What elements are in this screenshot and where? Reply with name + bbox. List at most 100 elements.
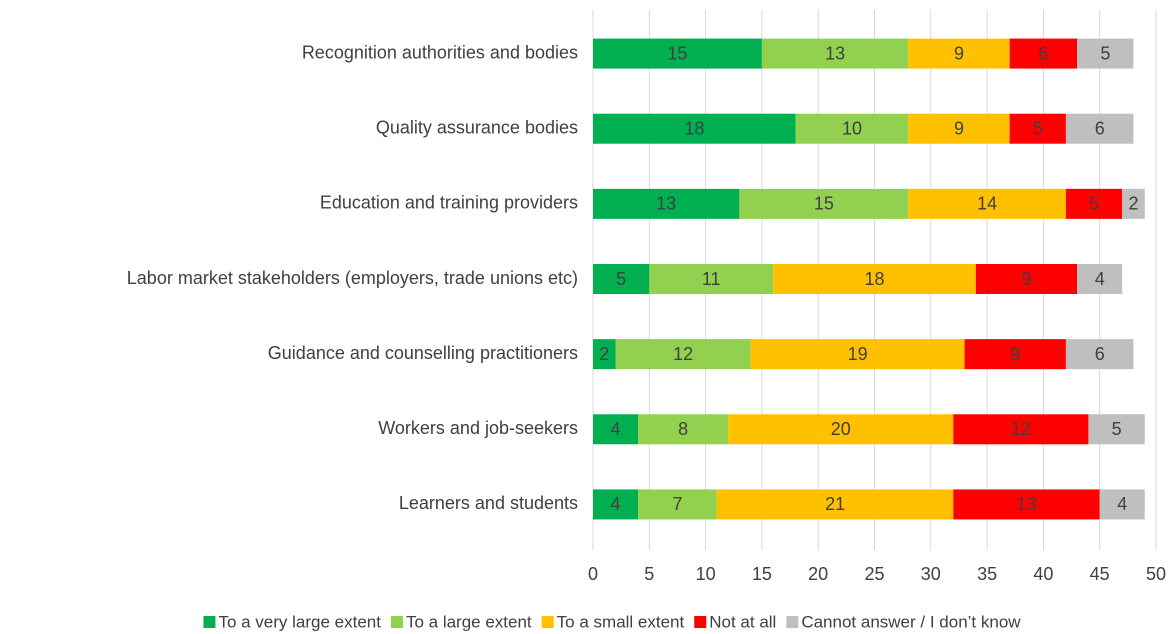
- data-label: 10: [842, 118, 862, 138]
- legend-label: To a small extent: [557, 612, 685, 631]
- legend-swatch: [390, 616, 403, 628]
- x-tick-label: 50: [1146, 564, 1166, 584]
- legend-label: Cannot answer / I don’t know: [801, 612, 1021, 631]
- data-label: 5: [1033, 118, 1043, 138]
- bar-segment: [1065, 113, 1134, 144]
- bar-segment: [1065, 188, 1123, 219]
- bar-segment: [953, 414, 1089, 445]
- bar-segment: [750, 339, 965, 370]
- data-label: 7: [672, 494, 682, 514]
- data-label: 9: [954, 118, 964, 138]
- bar-segment: [716, 489, 954, 520]
- data-label: 5: [1112, 419, 1122, 439]
- x-tick-label: 15: [752, 564, 772, 584]
- data-label: 9: [1022, 269, 1032, 289]
- bar-segment: [1009, 113, 1066, 144]
- data-label: 12: [673, 344, 693, 364]
- x-tick-label: 20: [808, 564, 828, 584]
- y-tick-label: Quality assurance bodies: [376, 117, 578, 137]
- bar-segment: [773, 264, 976, 294]
- data-label: 14: [977, 194, 997, 214]
- data-label: 15: [814, 194, 834, 214]
- legend-label: Not at all: [709, 612, 776, 631]
- x-tick-label: 25: [864, 564, 884, 584]
- y-tick-label: Recognition authorities and bodies: [302, 42, 578, 62]
- data-label: 20: [831, 419, 851, 439]
- data-label: 9: [954, 43, 964, 63]
- bar-segment: [739, 188, 909, 219]
- data-label: 13: [656, 194, 676, 214]
- y-tick-label: Workers and job-seekers: [378, 418, 578, 438]
- data-label: 6: [1095, 118, 1105, 138]
- bar-segment: [1099, 489, 1145, 520]
- data-label: 6: [1038, 43, 1048, 63]
- bar-segment: [593, 414, 639, 445]
- data-label: 11: [702, 269, 721, 289]
- data-label: 18: [864, 269, 884, 289]
- x-tick-label: 0: [588, 564, 598, 584]
- bar-segment: [593, 113, 796, 144]
- data-label: 4: [1117, 494, 1127, 514]
- bar-segment: [593, 188, 740, 219]
- y-tick-label: Learners and students: [399, 493, 578, 513]
- bar-segment: [908, 188, 1066, 219]
- data-label: 8: [678, 419, 688, 439]
- bar-segment: [1088, 414, 1145, 445]
- bar-segment: [1122, 188, 1145, 219]
- bar-segment: [593, 264, 650, 294]
- bar-segment: [908, 38, 1010, 69]
- x-tick-label: 5: [644, 564, 654, 584]
- data-label: 4: [1095, 269, 1105, 289]
- bar-segment: [908, 113, 1010, 144]
- y-tick-label: Guidance and counselling practitioners: [268, 343, 578, 363]
- bar-segment: [593, 339, 616, 370]
- bar-segment: [638, 414, 729, 445]
- bar-segment: [795, 113, 909, 144]
- x-tick-label: 35: [977, 564, 997, 584]
- legend: To a very large extent To a large extent T…: [203, 612, 1021, 631]
- data-label: 2: [599, 344, 609, 364]
- x-tick-label: 10: [696, 564, 716, 584]
- bar-segment: [593, 38, 762, 69]
- bar-segment: [638, 489, 717, 520]
- bar-segment: [964, 339, 1066, 370]
- x-tick-label: 45: [1090, 564, 1110, 584]
- y-tick-label: Labor market stakeholders (employers, tr…: [127, 268, 578, 288]
- y-tick-label: Education and training providers: [320, 193, 578, 213]
- data-label: 9: [1010, 344, 1020, 364]
- legend-label: To a very large extent: [218, 612, 381, 631]
- bar-segment: [1077, 38, 1134, 69]
- legend-swatch: [786, 616, 799, 628]
- legend-swatch: [541, 616, 554, 628]
- data-label: 4: [611, 419, 621, 439]
- data-label: 5: [1100, 43, 1110, 63]
- bar-segment: [1077, 264, 1123, 294]
- data-label: 13: [825, 43, 845, 63]
- data-label: 21: [825, 494, 845, 514]
- legend-label: To a large extent: [406, 612, 532, 631]
- bar-segment: [593, 489, 639, 520]
- bar-segment: [728, 414, 954, 445]
- data-label: 5: [616, 269, 626, 289]
- bar-segment: [975, 264, 1078, 294]
- bar-segment: [761, 38, 909, 69]
- bar-segment: [953, 489, 1100, 520]
- data-label: 2: [1128, 194, 1138, 214]
- data-label: 15: [667, 43, 687, 63]
- data-label: 19: [848, 344, 868, 364]
- data-label: 12: [1011, 419, 1031, 439]
- data-label: 6: [1095, 344, 1105, 364]
- bar-segment: [615, 339, 751, 370]
- bar-segment: [1065, 339, 1134, 370]
- bar-segment: [649, 264, 774, 294]
- data-label: 13: [1016, 494, 1036, 514]
- x-tick-label: 40: [1033, 564, 1053, 584]
- data-label: 5: [1089, 194, 1099, 214]
- bar-segment: [1009, 38, 1078, 69]
- legend-swatch: [694, 616, 707, 628]
- data-label: 18: [684, 118, 704, 138]
- legend-swatch: [203, 616, 216, 628]
- x-tick-label: 30: [921, 564, 941, 584]
- data-label: 4: [611, 494, 621, 514]
